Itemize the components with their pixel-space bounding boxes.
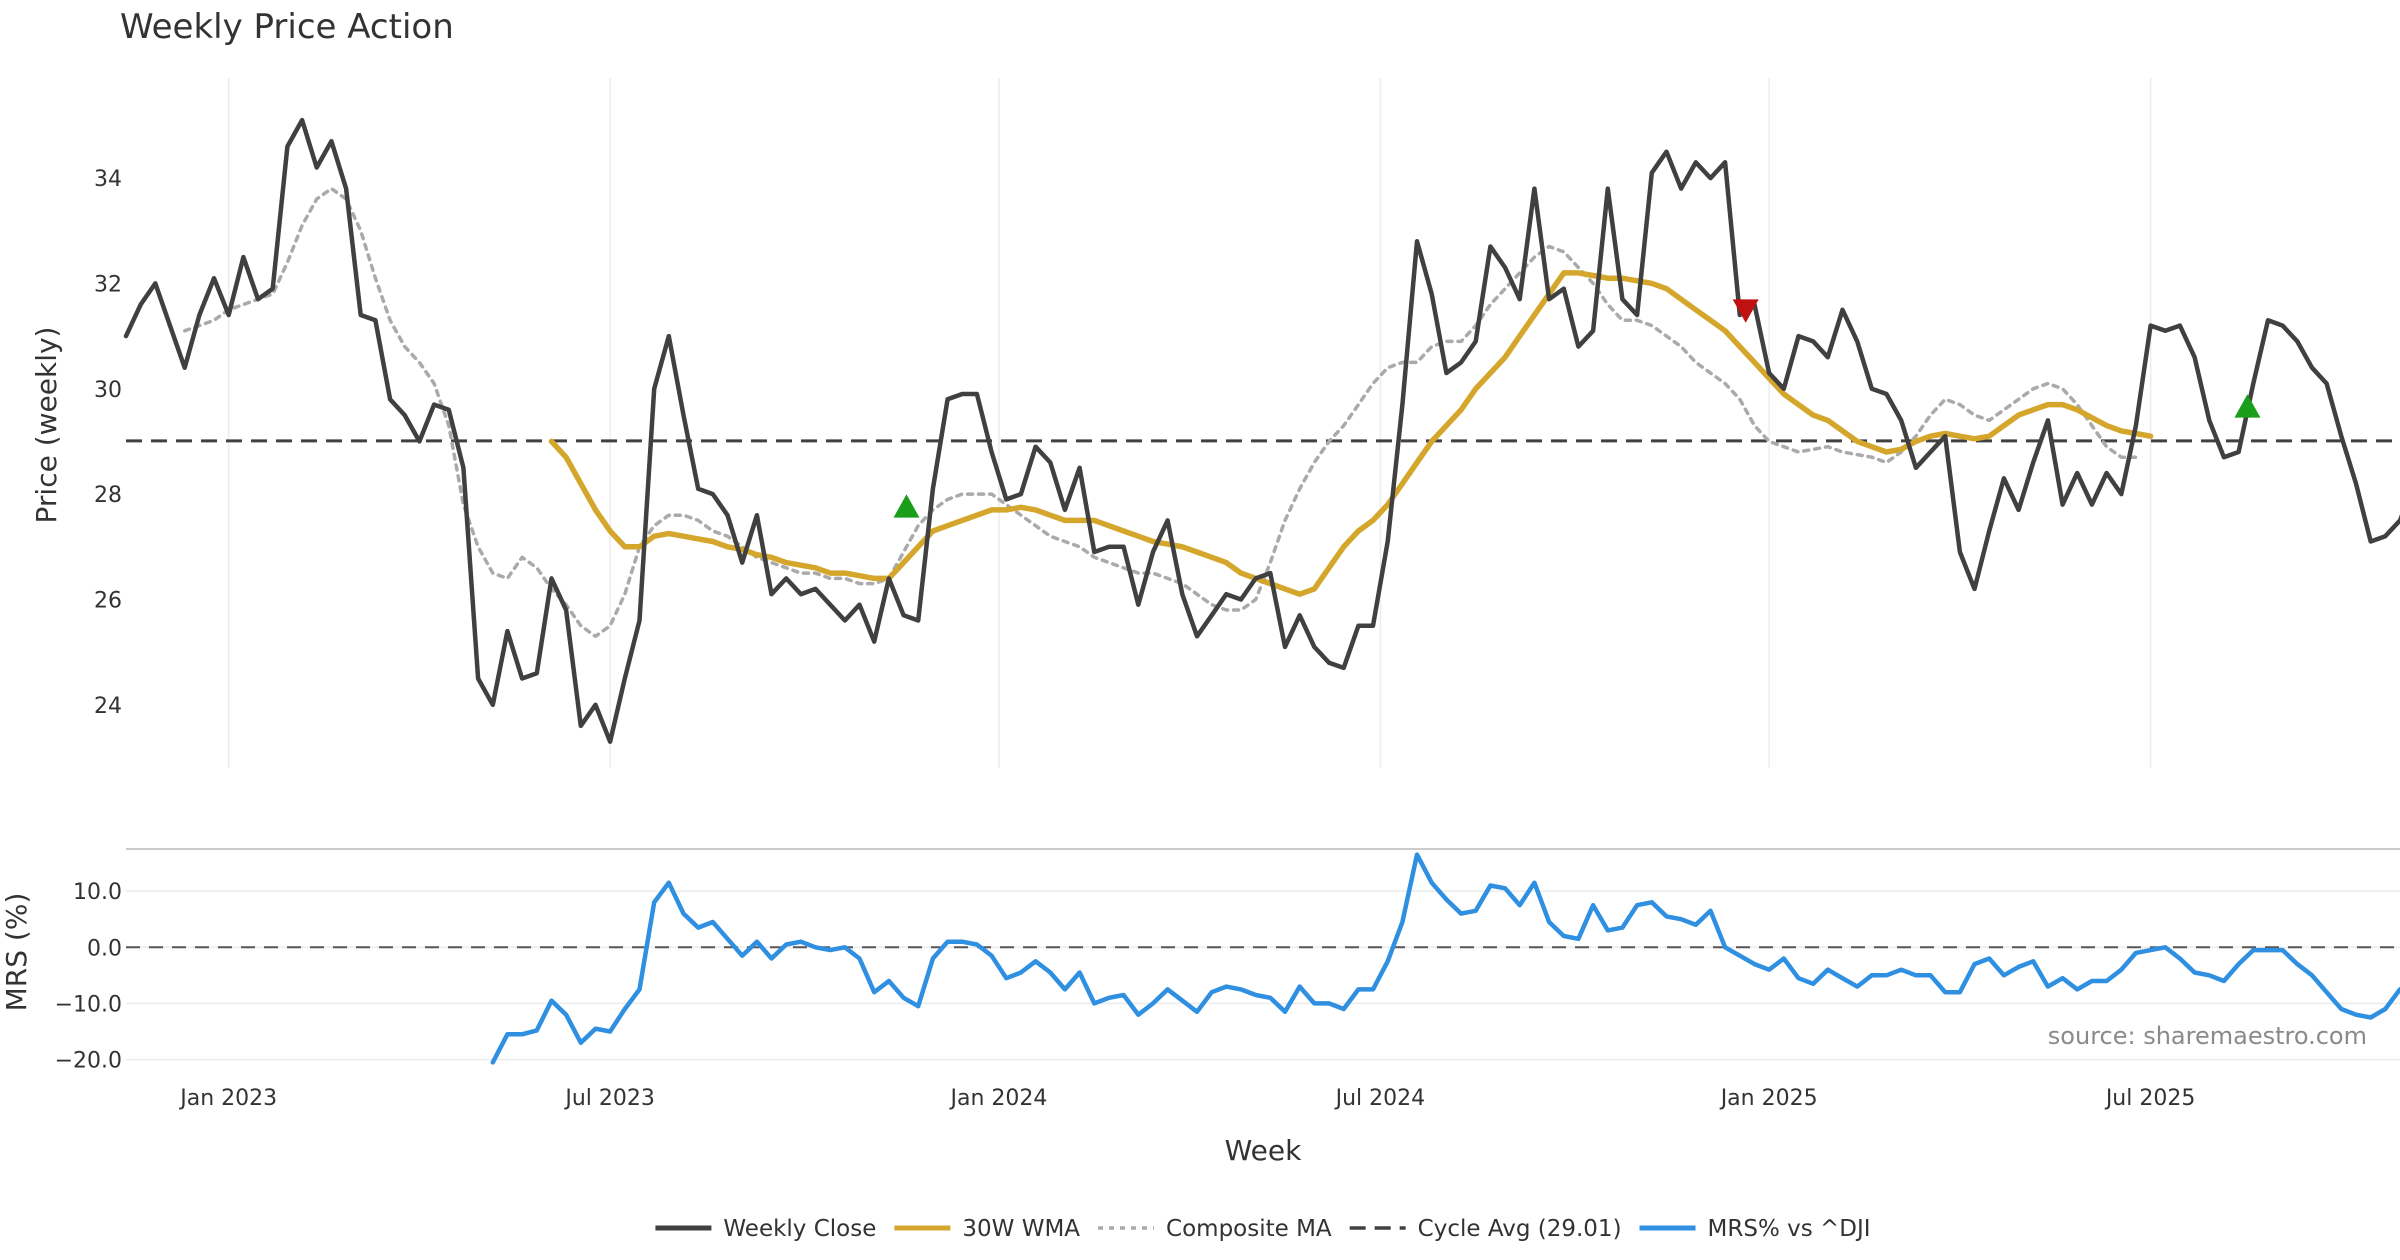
mrs-y-tick: 0.0 <box>87 936 122 961</box>
price-y-axis-label: Price (weekly) <box>30 327 63 524</box>
series-weekly-close <box>123 117 2400 744</box>
mrs-y-axis: 10.0 0.0 −10.0 −20.0 <box>55 880 122 1073</box>
buy-signal-marker-1 <box>893 494 920 518</box>
legend: Weekly Close 30W WMA Composite MA Cycle Avg… <box>655 1216 1871 1242</box>
buy-signal-marker-3 <box>2234 394 2261 418</box>
price-y-tick: 26 <box>94 588 122 613</box>
price-panel-grid <box>227 78 2152 768</box>
sell-signal-marker-2 <box>1732 299 1759 323</box>
series-mrs-vs-dji <box>490 852 2400 1065</box>
legend-label-30w-wma: 30W WMA <box>962 1216 1080 1242</box>
mrs-y-axis-label: MRS (%) <box>0 893 33 1012</box>
source-note: source: sharemaestro.com <box>2048 1022 2367 1050</box>
x-tick-jul-2023: Jul 2023 <box>563 1086 655 1111</box>
price-panel-series <box>123 117 2400 744</box>
x-axis: Jan 2023 Jul 2023 Jan 2024 Jul 2024 Jan 2025… <box>178 1086 2195 1111</box>
series-composite-ma <box>182 186 2138 639</box>
x-tick-jul-2024: Jul 2024 <box>1334 1086 1426 1111</box>
legend-label-weekly-close: Weekly Close <box>723 1216 876 1242</box>
x-tick-jul-2025: Jul 2025 <box>2104 1086 2196 1111</box>
series-30w-wma <box>548 270 2154 597</box>
x-tick-jan-2024: Jan 2024 <box>948 1086 1047 1111</box>
price-y-tick: 32 <box>94 272 122 297</box>
mrs-y-tick: 10.0 <box>73 880 122 905</box>
mrs-y-tick: −10.0 <box>55 992 122 1017</box>
x-tick-jan-2023: Jan 2023 <box>178 1086 277 1111</box>
price-y-tick: 28 <box>94 483 122 508</box>
price-y-axis: 24 26 28 30 32 34 <box>94 167 122 719</box>
mrs-panel-series <box>126 852 2400 1065</box>
price-y-tick: 34 <box>94 167 122 192</box>
price-y-tick: 30 <box>94 378 122 403</box>
mrs-y-tick: −20.0 <box>55 1049 122 1074</box>
chart-title: Weekly Price Action <box>120 7 454 47</box>
x-axis-label: Week <box>1225 1134 1302 1167</box>
legend-label-composite-ma: Composite MA <box>1166 1216 1332 1242</box>
x-tick-jan-2025: Jan 2025 <box>1719 1086 1818 1111</box>
legend-label-mrs-vs-dji: MRS% vs ^DJI <box>1708 1216 1871 1242</box>
price-y-tick: 24 <box>94 694 122 719</box>
legend-label-cycle-avg-29-01: Cycle Avg (29.01) <box>1418 1216 1622 1242</box>
